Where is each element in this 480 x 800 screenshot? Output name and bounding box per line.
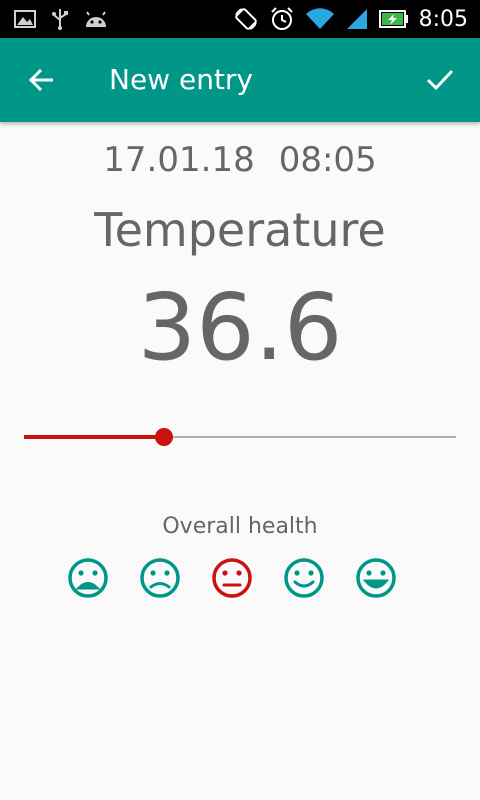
slider-thumb[interactable] bbox=[155, 428, 173, 446]
entry-time[interactable]: 08:05 bbox=[278, 140, 377, 180]
arrow-back-icon bbox=[28, 68, 53, 92]
alarm-icon bbox=[270, 7, 293, 30]
very-happy-face-icon bbox=[356, 558, 396, 598]
slider-track bbox=[24, 436, 456, 438]
wifi-icon bbox=[305, 8, 334, 30]
health-option-2[interactable] bbox=[138, 556, 182, 600]
measure-value: 36.6 bbox=[137, 274, 343, 381]
app-title: New entry bbox=[109, 63, 254, 96]
confirm-button[interactable] bbox=[420, 60, 460, 100]
happy-face-icon bbox=[284, 558, 324, 598]
neutral-face-icon bbox=[212, 558, 252, 598]
status-right-icons: 8:05 bbox=[233, 4, 468, 34]
app-bar: New entry bbox=[0, 38, 480, 122]
rotate-icon bbox=[234, 8, 257, 30]
health-rating bbox=[68, 556, 408, 600]
signal-icon bbox=[346, 9, 367, 29]
android-icon bbox=[86, 11, 106, 27]
health-option-4[interactable] bbox=[282, 556, 326, 600]
health-option-3[interactable] bbox=[210, 556, 254, 600]
sad-face-icon bbox=[140, 558, 180, 598]
health-option-1[interactable] bbox=[66, 556, 110, 600]
temperature-slider[interactable] bbox=[24, 422, 456, 452]
back-button[interactable] bbox=[22, 60, 62, 100]
entry-datetime: 17.01.18 08:05 bbox=[0, 138, 480, 182]
slider-fill bbox=[24, 435, 164, 439]
health-label: Overall health bbox=[162, 514, 318, 539]
check-icon bbox=[426, 69, 454, 91]
usb-icon bbox=[52, 9, 68, 30]
battery-charging-icon bbox=[378, 10, 408, 28]
status-left-icons bbox=[14, 7, 108, 31]
status-bar: 8:05 bbox=[0, 0, 480, 38]
very-sad-face-icon bbox=[68, 558, 108, 598]
entry-date[interactable]: 17.01.18 bbox=[103, 140, 255, 180]
health-option-5[interactable] bbox=[354, 556, 398, 600]
measure-title: Temperature bbox=[94, 203, 386, 257]
image-icon bbox=[14, 10, 36, 28]
status-time: 8:05 bbox=[418, 6, 468, 32]
